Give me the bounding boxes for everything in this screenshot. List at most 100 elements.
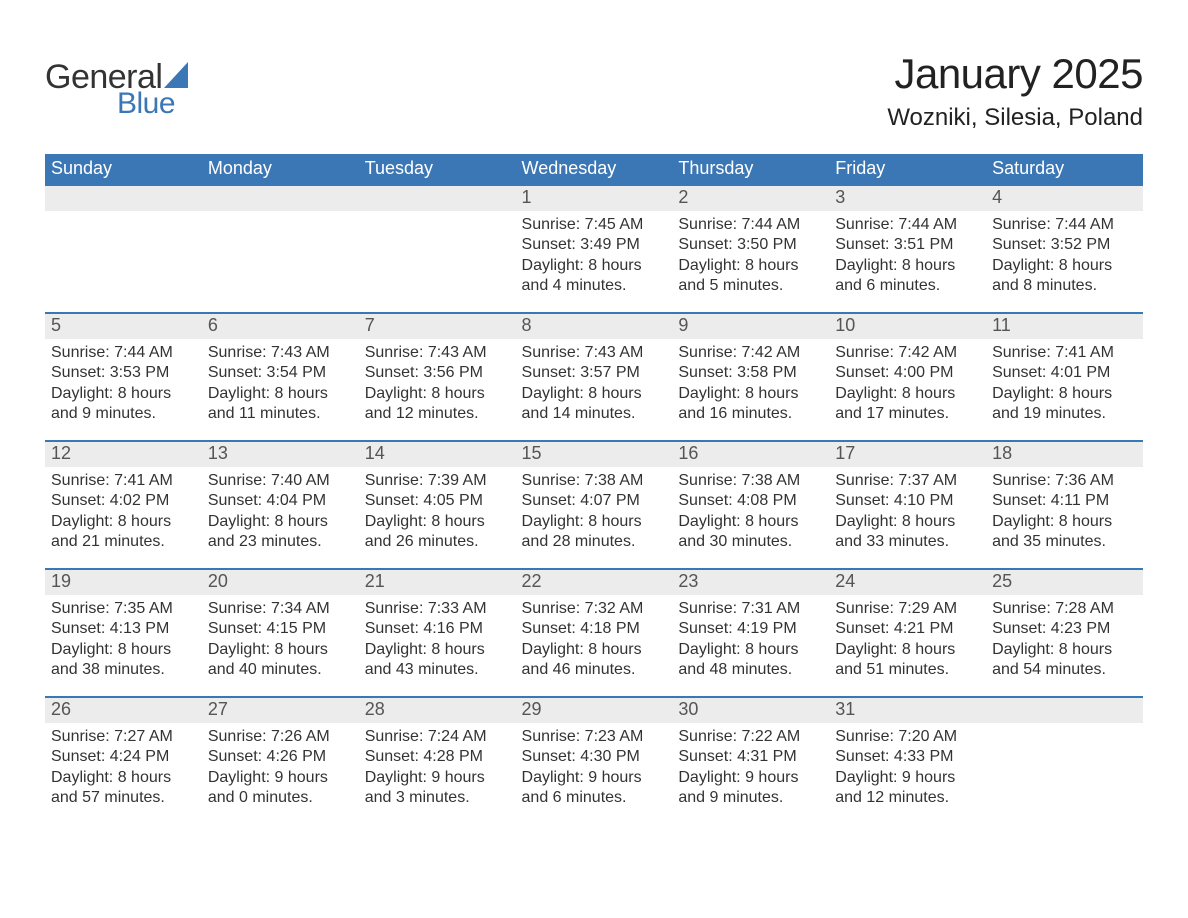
weekday-header: Monday bbox=[202, 154, 359, 185]
day-cell: 21Sunrise: 7:33 AMSunset: 4:16 PMDayligh… bbox=[359, 569, 516, 697]
day-cell: 6Sunrise: 7:43 AMSunset: 3:54 PMDaylight… bbox=[202, 313, 359, 441]
day-cell: 17Sunrise: 7:37 AMSunset: 4:10 PMDayligh… bbox=[829, 441, 986, 569]
day-body: Sunrise: 7:44 AMSunset: 3:50 PMDaylight:… bbox=[672, 211, 829, 303]
daylight-text: Daylight: 8 hours and 17 minutes. bbox=[835, 384, 980, 425]
daylight-text: Daylight: 8 hours and 8 minutes. bbox=[992, 256, 1137, 297]
sunrise-text: Sunrise: 7:32 AM bbox=[522, 599, 667, 619]
title-block: January 2025 Wozniki, Silesia, Poland bbox=[887, 40, 1143, 136]
day-cell bbox=[986, 697, 1143, 825]
weekday-header: Tuesday bbox=[359, 154, 516, 185]
daylight-text: Daylight: 9 hours and 0 minutes. bbox=[208, 768, 353, 809]
day-body: Sunrise: 7:42 AMSunset: 4:00 PMDaylight:… bbox=[829, 339, 986, 431]
day-body: Sunrise: 7:41 AMSunset: 4:01 PMDaylight:… bbox=[986, 339, 1143, 431]
sunset-text: Sunset: 4:13 PM bbox=[51, 619, 196, 639]
daylight-text: Daylight: 8 hours and 48 minutes. bbox=[678, 640, 823, 681]
daylight-text: Daylight: 8 hours and 4 minutes. bbox=[522, 256, 667, 297]
day-number: 26 bbox=[45, 698, 202, 723]
week-row: 1Sunrise: 7:45 AMSunset: 3:49 PMDaylight… bbox=[45, 185, 1143, 313]
day-cell bbox=[202, 185, 359, 313]
sunset-text: Sunset: 4:10 PM bbox=[835, 491, 980, 511]
day-cell: 20Sunrise: 7:34 AMSunset: 4:15 PMDayligh… bbox=[202, 569, 359, 697]
day-number: 8 bbox=[516, 314, 673, 339]
daylight-text: Daylight: 8 hours and 19 minutes. bbox=[992, 384, 1137, 425]
day-cell: 26Sunrise: 7:27 AMSunset: 4:24 PMDayligh… bbox=[45, 697, 202, 825]
sunset-text: Sunset: 3:58 PM bbox=[678, 363, 823, 383]
day-cell: 11Sunrise: 7:41 AMSunset: 4:01 PMDayligh… bbox=[986, 313, 1143, 441]
day-cell: 10Sunrise: 7:42 AMSunset: 4:00 PMDayligh… bbox=[829, 313, 986, 441]
day-number: 3 bbox=[829, 186, 986, 211]
daylight-text: Daylight: 8 hours and 43 minutes. bbox=[365, 640, 510, 681]
daylight-text: Daylight: 9 hours and 6 minutes. bbox=[522, 768, 667, 809]
daylight-text: Daylight: 8 hours and 9 minutes. bbox=[51, 384, 196, 425]
day-cell: 1Sunrise: 7:45 AMSunset: 3:49 PMDaylight… bbox=[516, 185, 673, 313]
sunrise-text: Sunrise: 7:45 AM bbox=[522, 215, 667, 235]
day-body: Sunrise: 7:38 AMSunset: 4:07 PMDaylight:… bbox=[516, 467, 673, 559]
day-cell: 30Sunrise: 7:22 AMSunset: 4:31 PMDayligh… bbox=[672, 697, 829, 825]
sunset-text: Sunset: 4:05 PM bbox=[365, 491, 510, 511]
daylight-text: Daylight: 8 hours and 16 minutes. bbox=[678, 384, 823, 425]
day-body: Sunrise: 7:28 AMSunset: 4:23 PMDaylight:… bbox=[986, 595, 1143, 687]
day-body: Sunrise: 7:38 AMSunset: 4:08 PMDaylight:… bbox=[672, 467, 829, 559]
sunrise-text: Sunrise: 7:26 AM bbox=[208, 727, 353, 747]
daylight-text: Daylight: 8 hours and 33 minutes. bbox=[835, 512, 980, 553]
day-number: 11 bbox=[986, 314, 1143, 339]
day-cell: 12Sunrise: 7:41 AMSunset: 4:02 PMDayligh… bbox=[45, 441, 202, 569]
daylight-text: Daylight: 9 hours and 9 minutes. bbox=[678, 768, 823, 809]
daylight-text: Daylight: 8 hours and 11 minutes. bbox=[208, 384, 353, 425]
weekday-header: Friday bbox=[829, 154, 986, 185]
sunrise-text: Sunrise: 7:40 AM bbox=[208, 471, 353, 491]
sunset-text: Sunset: 4:24 PM bbox=[51, 747, 196, 767]
day-number-empty bbox=[45, 186, 202, 211]
sunset-text: Sunset: 4:11 PM bbox=[992, 491, 1137, 511]
day-body: Sunrise: 7:33 AMSunset: 4:16 PMDaylight:… bbox=[359, 595, 516, 687]
sunrise-text: Sunrise: 7:43 AM bbox=[522, 343, 667, 363]
calendar-table: SundayMondayTuesdayWednesdayThursdayFrid… bbox=[45, 154, 1143, 825]
sunrise-text: Sunrise: 7:36 AM bbox=[992, 471, 1137, 491]
sunset-text: Sunset: 4:21 PM bbox=[835, 619, 980, 639]
day-number: 16 bbox=[672, 442, 829, 467]
week-row: 5Sunrise: 7:44 AMSunset: 3:53 PMDaylight… bbox=[45, 313, 1143, 441]
day-number: 13 bbox=[202, 442, 359, 467]
sunrise-text: Sunrise: 7:43 AM bbox=[365, 343, 510, 363]
sunset-text: Sunset: 4:18 PM bbox=[522, 619, 667, 639]
day-body: Sunrise: 7:36 AMSunset: 4:11 PMDaylight:… bbox=[986, 467, 1143, 559]
sunrise-text: Sunrise: 7:39 AM bbox=[365, 471, 510, 491]
sunrise-text: Sunrise: 7:43 AM bbox=[208, 343, 353, 363]
week-row: 12Sunrise: 7:41 AMSunset: 4:02 PMDayligh… bbox=[45, 441, 1143, 569]
page: General Blue January 2025 Wozniki, Siles… bbox=[0, 0, 1188, 865]
day-body: Sunrise: 7:26 AMSunset: 4:26 PMDaylight:… bbox=[202, 723, 359, 815]
sunrise-text: Sunrise: 7:44 AM bbox=[678, 215, 823, 235]
day-body: Sunrise: 7:29 AMSunset: 4:21 PMDaylight:… bbox=[829, 595, 986, 687]
day-cell: 5Sunrise: 7:44 AMSunset: 3:53 PMDaylight… bbox=[45, 313, 202, 441]
day-cell: 7Sunrise: 7:43 AMSunset: 3:56 PMDaylight… bbox=[359, 313, 516, 441]
sunset-text: Sunset: 4:02 PM bbox=[51, 491, 196, 511]
sunrise-text: Sunrise: 7:27 AM bbox=[51, 727, 196, 747]
day-body: Sunrise: 7:32 AMSunset: 4:18 PMDaylight:… bbox=[516, 595, 673, 687]
sunrise-text: Sunrise: 7:42 AM bbox=[678, 343, 823, 363]
sunset-text: Sunset: 4:19 PM bbox=[678, 619, 823, 639]
day-number: 17 bbox=[829, 442, 986, 467]
sunrise-text: Sunrise: 7:44 AM bbox=[51, 343, 196, 363]
sunrise-text: Sunrise: 7:44 AM bbox=[992, 215, 1137, 235]
sunset-text: Sunset: 4:00 PM bbox=[835, 363, 980, 383]
day-number: 22 bbox=[516, 570, 673, 595]
day-number: 7 bbox=[359, 314, 516, 339]
sunset-text: Sunset: 4:23 PM bbox=[992, 619, 1137, 639]
day-body: Sunrise: 7:27 AMSunset: 4:24 PMDaylight:… bbox=[45, 723, 202, 815]
location: Wozniki, Silesia, Poland bbox=[887, 104, 1143, 132]
sunset-text: Sunset: 3:53 PM bbox=[51, 363, 196, 383]
weekday-header: Saturday bbox=[986, 154, 1143, 185]
day-cell: 25Sunrise: 7:28 AMSunset: 4:23 PMDayligh… bbox=[986, 569, 1143, 697]
sunrise-text: Sunrise: 7:38 AM bbox=[522, 471, 667, 491]
sunrise-text: Sunrise: 7:23 AM bbox=[522, 727, 667, 747]
sunset-text: Sunset: 4:07 PM bbox=[522, 491, 667, 511]
sunrise-text: Sunrise: 7:22 AM bbox=[678, 727, 823, 747]
daylight-text: Daylight: 8 hours and 51 minutes. bbox=[835, 640, 980, 681]
week-row: 19Sunrise: 7:35 AMSunset: 4:13 PMDayligh… bbox=[45, 569, 1143, 697]
day-number: 31 bbox=[829, 698, 986, 723]
header: General Blue January 2025 Wozniki, Siles… bbox=[45, 40, 1143, 136]
sunset-text: Sunset: 4:15 PM bbox=[208, 619, 353, 639]
day-number: 29 bbox=[516, 698, 673, 723]
sunrise-text: Sunrise: 7:29 AM bbox=[835, 599, 980, 619]
daylight-text: Daylight: 8 hours and 5 minutes. bbox=[678, 256, 823, 297]
